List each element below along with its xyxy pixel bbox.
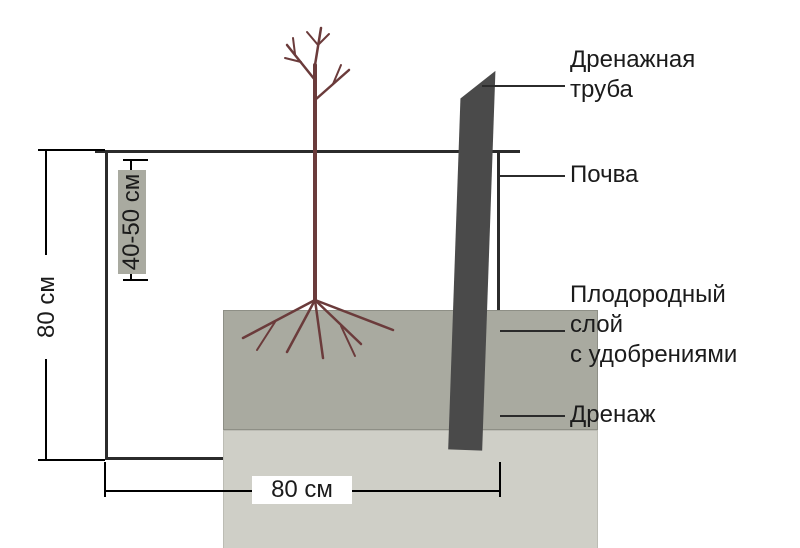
label-drainage-pipe: Дренажнаятруба — [570, 45, 695, 105]
dim-ext — [45, 149, 105, 151]
leader-pipe — [482, 85, 565, 87]
dim-ext — [45, 459, 105, 461]
dim-width-bottom-label: 80 см — [252, 476, 352, 504]
dim-ext — [499, 462, 501, 490]
dim-depth-soil-label: 40-50 см — [118, 170, 146, 274]
diagram-stage: 80 см 40-50 см 80 см Дренажнаятруба Почв… — [0, 0, 800, 548]
label-drainage: Дренаж — [570, 400, 656, 430]
leader-fertile — [500, 330, 565, 332]
leader-drainage — [500, 415, 565, 417]
label-soil: Почва — [570, 160, 638, 190]
label-fertile: Плодородныйслойс удобрениями — [570, 280, 737, 370]
leader-soil — [500, 175, 565, 177]
tree-sapling — [195, 10, 435, 390]
dim-ext — [130, 279, 148, 281]
dim-ext — [104, 462, 106, 490]
dim-ext — [130, 159, 148, 161]
dim-depth-total-label: 80 см — [33, 255, 61, 359]
